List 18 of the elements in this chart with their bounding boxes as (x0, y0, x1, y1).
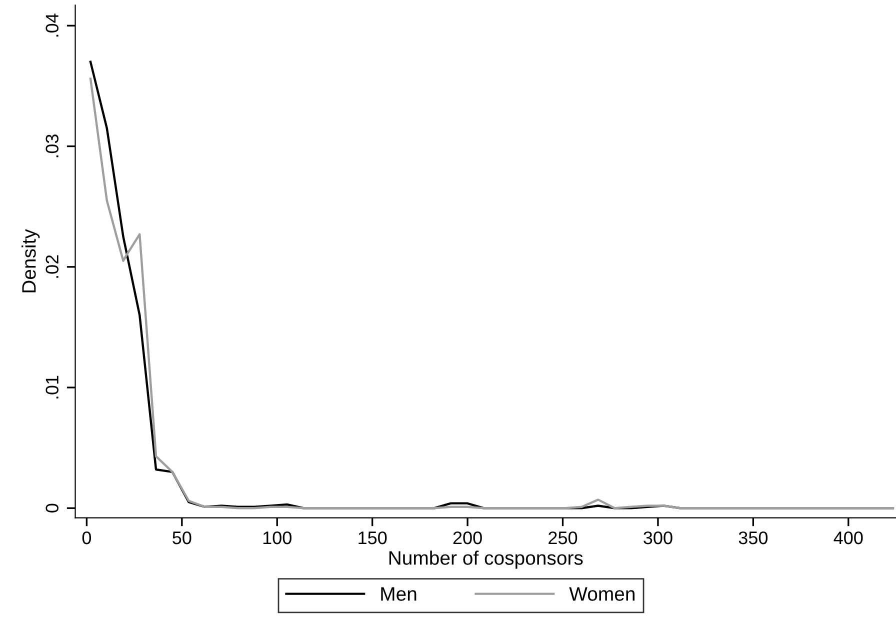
x-tick-label: 150 (358, 531, 387, 544)
x-axis-title: Number of cosponsors (389, 550, 583, 569)
x-tick-label: 100 (263, 531, 292, 544)
y-tick-label: .01 (46, 376, 58, 398)
y-axis-title: Density (22, 229, 40, 292)
x-tick-label: 300 (644, 531, 672, 544)
x-tick-label: 350 (738, 531, 768, 544)
y-tick-label: .04 (46, 14, 58, 37)
x-tick-label: 200 (453, 531, 482, 544)
x-tick-label: 50 (172, 531, 192, 544)
y-tick-label: .02 (46, 255, 58, 278)
x-tick-label: 0 (82, 531, 92, 544)
legend-label: Men (381, 587, 416, 601)
x-tick-label: 250 (548, 531, 578, 544)
legend-label: Women (569, 587, 634, 601)
y-tick-label: 0 (46, 504, 58, 512)
x-tick-label: 400 (834, 531, 863, 544)
y-tick-label: .03 (46, 134, 58, 158)
